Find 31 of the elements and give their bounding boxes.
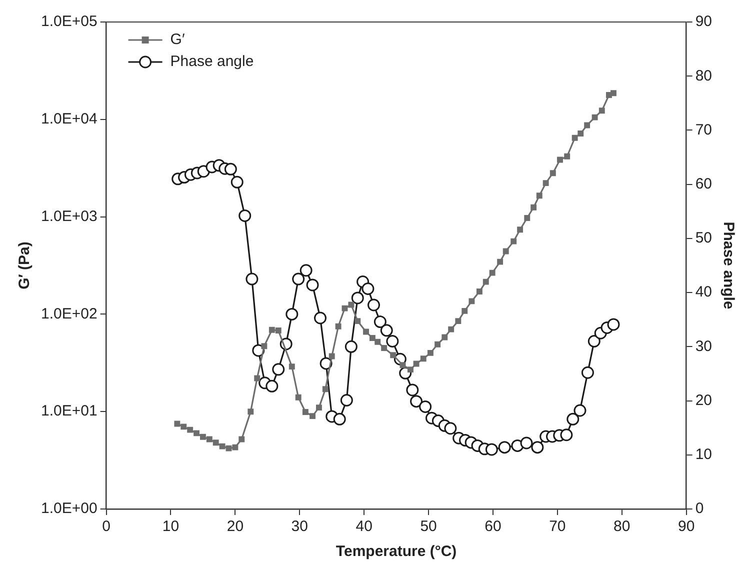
y2-tick-label: 60 bbox=[695, 175, 712, 192]
x-tick-label: 30 bbox=[291, 518, 308, 536]
x-tick-label: 20 bbox=[226, 518, 244, 536]
y-tick-label: 1.0E+02 bbox=[40, 305, 98, 322]
y2-tick-label: 50 bbox=[695, 230, 712, 247]
y-tick-label: 1.0E+04 bbox=[40, 110, 98, 128]
y2-tick-label: 30 bbox=[695, 338, 712, 355]
x-tick-label: 80 bbox=[614, 518, 630, 536]
y2-tick-label: 70 bbox=[695, 121, 712, 138]
y2-tick-label: 10 bbox=[695, 446, 712, 464]
x-tick-label: 90 bbox=[678, 518, 695, 536]
x-tick-label: 0 bbox=[102, 518, 110, 536]
x-tick-label: 60 bbox=[484, 518, 502, 536]
y2-tick-label: 40 bbox=[695, 284, 712, 301]
y2-tick-label: 20 bbox=[695, 392, 712, 409]
y2-tick-label: 80 bbox=[695, 67, 712, 84]
legend-label: G′ bbox=[170, 31, 185, 48]
y2-tick-label: 90 bbox=[695, 13, 712, 30]
y2-axis-title: Phase angle bbox=[720, 222, 737, 310]
y-tick-label: 1.0E+00 bbox=[40, 500, 98, 518]
y-tick-label: 1.0E+01 bbox=[40, 402, 98, 420]
y-tick-label: 1.0E+03 bbox=[40, 208, 98, 225]
y2-tick-label: 0 bbox=[695, 500, 704, 518]
x-axis-title: Temperature (°C) bbox=[336, 543, 457, 560]
x-tick-label: 50 bbox=[420, 518, 437, 536]
y-tick-label: 1.0E+05 bbox=[40, 13, 98, 30]
x-tick-label: 10 bbox=[162, 518, 180, 536]
legend-label: Phase angle bbox=[170, 53, 254, 70]
x-tick-label: 40 bbox=[356, 518, 372, 536]
y-axis-title: G′ (Pa) bbox=[16, 242, 34, 290]
x-tick-label: 70 bbox=[549, 518, 566, 536]
